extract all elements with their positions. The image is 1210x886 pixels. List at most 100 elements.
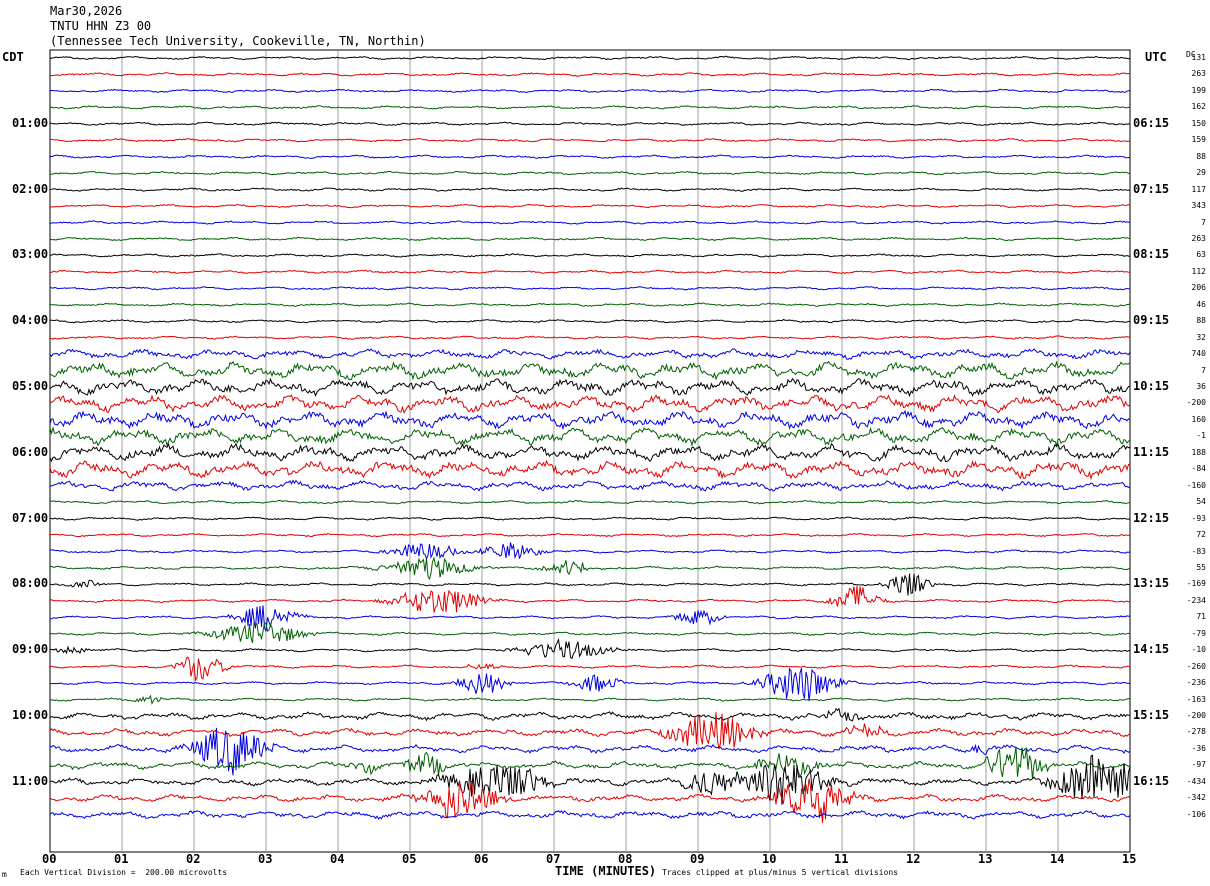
trace-line — [49, 712, 1131, 750]
dc-offset-value: -200 — [1186, 398, 1206, 408]
trace-line — [49, 542, 1131, 561]
dc-offset-value: -278 — [1186, 727, 1206, 737]
left-timezone-label: CDT — [2, 50, 24, 64]
trace-line — [49, 754, 1131, 806]
trace-line — [49, 656, 1131, 682]
dc-offset-value: 63 — [1196, 250, 1206, 260]
x-tick-label: 00 — [42, 852, 57, 866]
dc-offset-value: 55 — [1196, 562, 1206, 572]
trace-line — [49, 499, 1131, 505]
x-tick-label: 11 — [834, 852, 849, 866]
x-tick-label: 06 — [474, 852, 489, 866]
dc-offset-value: -83 — [1191, 546, 1206, 556]
dc-offset-value: 117 — [1191, 184, 1206, 194]
dc-offset-value: 46 — [1196, 299, 1206, 309]
dc-offset-value: -84 — [1191, 464, 1206, 474]
trace-line — [49, 360, 1131, 381]
trace-line — [49, 302, 1131, 307]
x-tick-label: 13 — [978, 852, 993, 866]
trace-line — [49, 318, 1131, 324]
dc-offset-value: -342 — [1186, 793, 1206, 803]
trace-group — [49, 55, 1131, 823]
dc-header: DC — [1186, 50, 1196, 59]
right-hour-label: 13:15 — [1133, 576, 1170, 591]
dc-offset-value: -106 — [1186, 809, 1206, 819]
dc-offset-value: -234 — [1186, 595, 1206, 605]
x-tick-label: 15 — [1122, 852, 1137, 866]
x-tick-label: 09 — [690, 852, 705, 866]
trace-line — [49, 694, 1131, 706]
dc-offset-value: 32 — [1196, 332, 1206, 342]
header-station: TNTU HHN Z3 00 — [50, 19, 152, 33]
footer-scale-note: Each Vertical Division = 200.00 microvol… — [20, 868, 228, 877]
trace-line — [50, 236, 1131, 242]
dc-offset-value: -163 — [1186, 694, 1206, 704]
left-hour-label: 09:00 — [12, 642, 49, 657]
dc-offset-value: 88 — [1196, 316, 1206, 326]
dc-offset-value: -260 — [1186, 661, 1206, 671]
x-tick-label: 08 — [618, 852, 633, 866]
trace-line — [49, 335, 1131, 340]
right-hour-label: 07:15 — [1133, 181, 1170, 196]
x-tick-label: 10 — [762, 852, 777, 866]
trace-line — [49, 377, 1131, 398]
trace-line — [49, 269, 1131, 275]
dc-offset-value: 150 — [1191, 118, 1206, 128]
dc-offset-value: -10 — [1191, 645, 1206, 655]
trace-line — [49, 727, 1131, 776]
trace-line — [49, 55, 1130, 61]
trace-line — [49, 532, 1131, 538]
trace-line — [49, 348, 1131, 360]
trace-line — [49, 605, 1131, 632]
dc-offset-value: 36 — [1196, 382, 1206, 391]
footer-mark: m — [2, 870, 7, 879]
left-hour-label: 10:00 — [12, 708, 49, 722]
left-hour-label: 05:00 — [12, 379, 49, 393]
x-tick-label: 12 — [906, 852, 921, 866]
right-hour-label: 10:15 — [1133, 379, 1170, 393]
trace-line — [49, 459, 1131, 481]
x-tick-label: 02 — [186, 852, 201, 866]
dc-offset-value: -79 — [1191, 628, 1206, 638]
dc-offset-value: -1 — [1196, 431, 1206, 441]
trace-line — [49, 707, 1131, 722]
trace-line — [49, 556, 1130, 581]
trace-line — [49, 88, 1130, 94]
trace-line — [49, 394, 1131, 414]
dc-offset-value: 206 — [1191, 283, 1206, 293]
dc-offset-value: -93 — [1191, 513, 1206, 523]
trace-line — [49, 810, 1131, 820]
dc-offset-value: 54 — [1196, 497, 1206, 507]
right-hour-label: 12:15 — [1133, 510, 1170, 525]
trace-line — [49, 220, 1131, 225]
x-tick-label: 05 — [402, 852, 417, 866]
trace-line — [49, 138, 1131, 143]
dc-offset-value: 7 — [1201, 217, 1206, 227]
dc-offset-value: 88 — [1196, 151, 1206, 161]
dc-offset-value: 263 — [1191, 69, 1206, 79]
right-hour-label: 11:15 — [1133, 444, 1170, 459]
x-tick-label: 03 — [258, 852, 273, 866]
dc-offset-value: -236 — [1186, 678, 1206, 688]
dc-offset-value: 7 — [1201, 365, 1206, 375]
dc-offset-value: 112 — [1191, 266, 1206, 276]
trace-line — [49, 778, 1131, 823]
trace-line — [49, 479, 1131, 492]
dc-offset-value: 159 — [1191, 135, 1206, 145]
left-hour-label: 04:00 — [12, 313, 49, 328]
dc-offset-value: 199 — [1191, 85, 1206, 95]
dc-offset-value: -36 — [1191, 743, 1206, 753]
trace-line — [49, 72, 1131, 77]
trace-line — [49, 573, 1131, 596]
dc-offset-value: 72 — [1196, 530, 1206, 540]
trace-line — [49, 516, 1130, 521]
left-hour-label: 02:00 — [12, 181, 49, 196]
left-hour-label: 03:00 — [12, 247, 49, 262]
x-tick-label: 01 — [114, 852, 129, 866]
dc-offset-value: -434 — [1186, 776, 1206, 786]
dc-offset-value: 162 — [1191, 102, 1206, 112]
dc-offset-value: 71 — [1196, 612, 1206, 622]
trace-line — [49, 585, 1131, 613]
dc-offset-value: 343 — [1191, 201, 1206, 211]
trace-line — [50, 203, 1131, 209]
